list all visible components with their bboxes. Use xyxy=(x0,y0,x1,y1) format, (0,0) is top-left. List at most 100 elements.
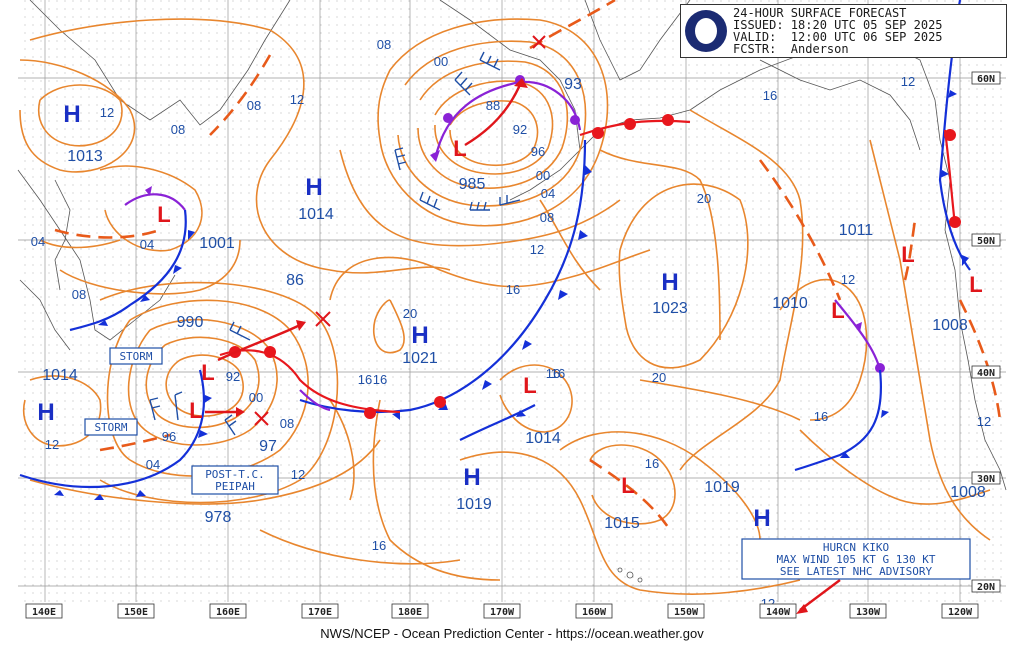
svg-text:SEE LATEST NHC ADVISORY: SEE LATEST NHC ADVISORY xyxy=(780,565,933,578)
low-marker: L xyxy=(621,473,634,498)
low-marker: L xyxy=(157,202,170,227)
svg-text:16: 16 xyxy=(372,538,386,553)
low-pressure: 1011 xyxy=(839,222,874,239)
svg-text:STORM: STORM xyxy=(119,350,152,363)
high-marker: H xyxy=(753,505,770,532)
pressure-values: 93 86 1019 1008 97 xyxy=(259,76,986,501)
svg-text:150W: 150W xyxy=(674,607,699,618)
forecast-info-box: 24-HOUR SURFACE FORECAST ISSUED: 18:20 UT… xyxy=(680,4,1007,58)
low-marker: L xyxy=(189,398,202,423)
svg-text:16: 16 xyxy=(358,372,372,387)
svg-text:93: 93 xyxy=(564,76,582,93)
low-marker: L xyxy=(901,242,914,267)
svg-text:04: 04 xyxy=(140,237,154,252)
svg-text:140W: 140W xyxy=(766,607,791,618)
svg-text:150E: 150E xyxy=(124,607,148,618)
svg-text:04: 04 xyxy=(146,457,160,472)
low-pressure: 1001 xyxy=(199,235,235,252)
forecast-forecaster: FCSTR: Anderson xyxy=(733,42,849,56)
forecast-info-lines: 24-HOUR SURFACE FORECAST ISSUED: 18:20 UT… xyxy=(733,7,943,55)
svg-text:04: 04 xyxy=(541,186,555,201)
svg-text:00: 00 xyxy=(249,390,263,405)
svg-text:12: 12 xyxy=(100,105,114,120)
high-pressure: 1014 xyxy=(42,367,78,384)
svg-text:20: 20 xyxy=(697,191,711,206)
svg-text:16: 16 xyxy=(373,372,387,387)
svg-text:16: 16 xyxy=(763,88,777,103)
svg-text:16: 16 xyxy=(506,282,520,297)
low-marker: L xyxy=(201,360,214,385)
svg-text:12: 12 xyxy=(901,74,915,89)
storm-label-box: STORM xyxy=(84,418,138,436)
svg-text:20N: 20N xyxy=(977,582,995,593)
low-pressure: 1015 xyxy=(604,515,640,532)
svg-text:HURCN KIKO: HURCN KIKO xyxy=(823,541,889,554)
svg-text:16: 16 xyxy=(814,409,828,424)
svg-text:96: 96 xyxy=(531,144,545,159)
low-marker: L xyxy=(969,272,982,297)
isobars xyxy=(19,18,991,595)
high-marker: H xyxy=(63,101,80,128)
svg-text:08: 08 xyxy=(72,287,86,302)
svg-text:08: 08 xyxy=(280,416,294,431)
svg-text:00: 00 xyxy=(434,54,448,69)
svg-text:30N: 30N xyxy=(977,474,995,485)
svg-text:PEIPAH: PEIPAH xyxy=(215,480,255,493)
svg-text:12: 12 xyxy=(977,414,991,429)
low-pressure: 1014 xyxy=(525,430,561,447)
footer-credit: NWS/NCEP - Ocean Prediction Center - htt… xyxy=(320,626,704,641)
svg-text:1008: 1008 xyxy=(950,484,986,501)
svg-text:160W: 160W xyxy=(582,607,607,618)
svg-text:20: 20 xyxy=(652,370,666,385)
svg-text:50N: 50N xyxy=(977,236,995,247)
svg-text:60N: 60N xyxy=(977,74,995,85)
svg-text:08: 08 xyxy=(377,37,391,52)
bird-icon xyxy=(695,18,717,44)
storm-label-box: STORM xyxy=(109,347,163,365)
svg-text:96: 96 xyxy=(162,429,176,444)
low-pressure: 985 xyxy=(459,176,486,193)
svg-text:1019: 1019 xyxy=(704,479,740,496)
wind-barbs xyxy=(149,51,521,436)
low-centers: L 985 L 1001 L 990 L 978 L 1014 L 1015 L… xyxy=(157,136,982,532)
svg-text:170W: 170W xyxy=(490,607,515,618)
hurricane-advisory-box: HURCN KIKO MAX WIND 105 KT G 130 KT SEE … xyxy=(741,538,971,580)
svg-text:40N: 40N xyxy=(977,368,995,379)
noaa-logo xyxy=(685,10,727,52)
low-marker: L xyxy=(453,136,466,161)
low-pressure: 1010 xyxy=(772,295,808,312)
coastlines xyxy=(17,0,1007,583)
latitude-labels: 60N 50N 40N 30N 20N xyxy=(971,71,1001,593)
svg-text:08: 08 xyxy=(247,98,261,113)
svg-text:12: 12 xyxy=(290,92,304,107)
high-marker: H xyxy=(305,174,322,201)
svg-text:160E: 160E xyxy=(216,607,240,618)
svg-text:180E: 180E xyxy=(398,607,422,618)
svg-text:STORM: STORM xyxy=(94,421,127,434)
svg-text:MAX WIND 105 KT G 130 KT: MAX WIND 105 KT G 130 KT xyxy=(777,553,936,566)
svg-text:20: 20 xyxy=(403,306,417,321)
svg-text:16: 16 xyxy=(645,456,659,471)
svg-text:12: 12 xyxy=(291,467,305,482)
longitude-labels: 140E 150E 160E 170E 180E 170W 160W 150W … xyxy=(25,603,979,619)
forecast-valid: VALID: 12:00 UTC 06 SEP 2025 xyxy=(733,30,943,44)
svg-text:16: 16 xyxy=(546,366,560,381)
svg-text:00: 00 xyxy=(536,168,550,183)
svg-text:170E: 170E xyxy=(308,607,332,618)
svg-text:04: 04 xyxy=(31,234,45,249)
svg-text:92: 92 xyxy=(226,369,240,384)
high-pressure: 1014 xyxy=(298,206,334,223)
svg-text:97: 97 xyxy=(259,438,277,455)
svg-text:86: 86 xyxy=(286,272,304,289)
high-pressure: 1023 xyxy=(652,300,688,317)
high-marker: H xyxy=(37,399,54,426)
svg-text:08: 08 xyxy=(540,210,554,225)
low-marker: L xyxy=(831,298,844,323)
high-centers: H 1013 H 1014 H 1021 H 1023 H 1014 H 101… xyxy=(37,101,770,532)
svg-text:140E: 140E xyxy=(32,607,56,618)
svg-text:POST-T.C.: POST-T.C. xyxy=(205,468,265,481)
storm-tracks xyxy=(205,35,841,614)
high-pressure: 1019 xyxy=(456,496,492,513)
svg-text:120W: 120W xyxy=(948,607,973,618)
forecast-title: 24-HOUR SURFACE FORECAST xyxy=(733,6,907,20)
